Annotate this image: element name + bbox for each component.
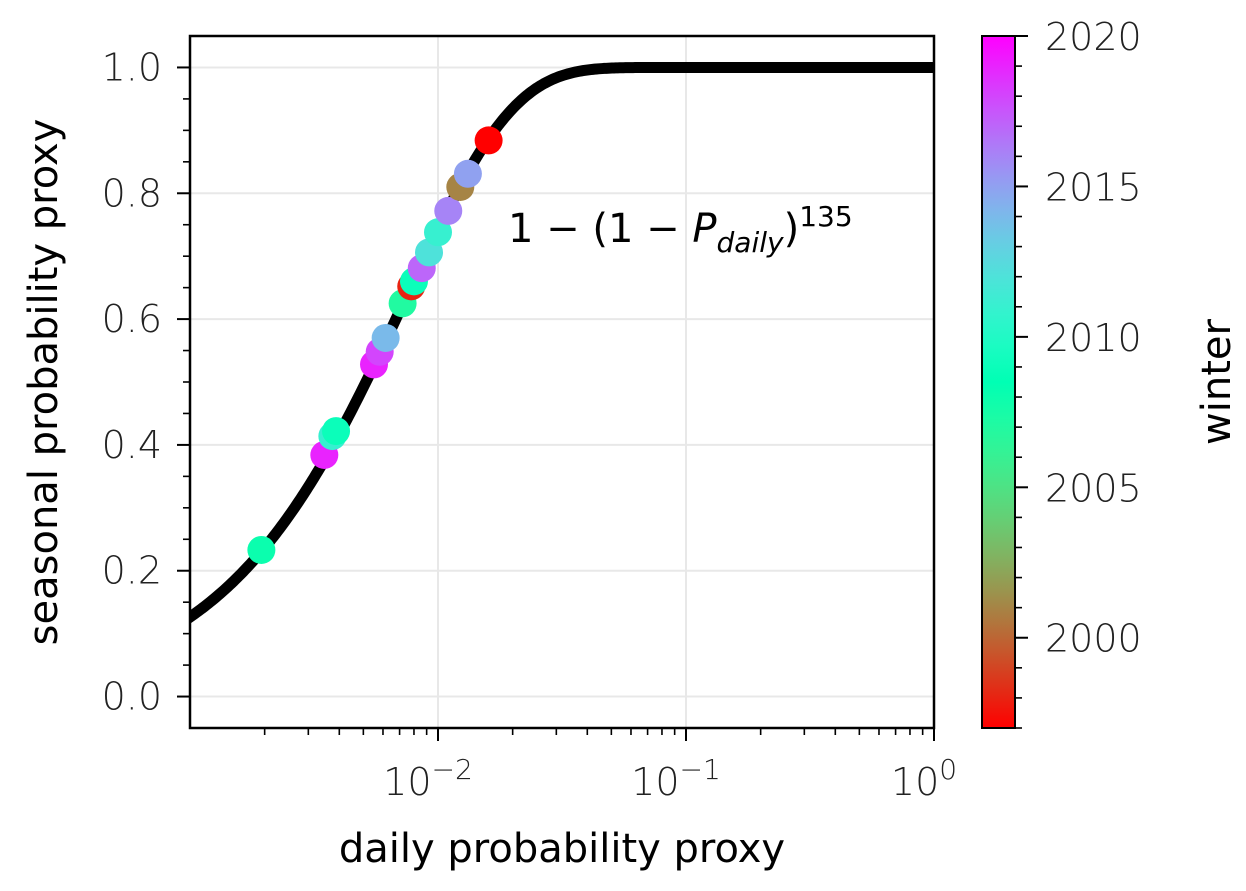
data-point-13 bbox=[434, 196, 463, 225]
y-axis-label: seasonal probability proxy bbox=[21, 119, 67, 646]
data-point-16 bbox=[474, 126, 503, 155]
colorbar: 2000 2005 2010 2015 2020 winter bbox=[981, 15, 1240, 729]
colorbar-tick-label-2: 2010 bbox=[1045, 316, 1142, 360]
data-point-0 bbox=[247, 535, 276, 564]
data-point-15 bbox=[453, 159, 482, 188]
y-tick-label-2: 0.4 bbox=[102, 423, 162, 467]
y-tick-label-0: 0.0 bbox=[102, 675, 162, 719]
points-layer bbox=[247, 126, 503, 564]
colorbar-tick-label-0: 2000 bbox=[1045, 617, 1142, 661]
plot-frame bbox=[188, 34, 936, 730]
curve-layer bbox=[190, 61, 934, 624]
y-tick-label-1: 0.2 bbox=[102, 549, 162, 593]
x-axis-label: daily probability proxy bbox=[339, 826, 785, 872]
data-point-6 bbox=[371, 323, 400, 352]
y-tick-label-4: 0.8 bbox=[102, 171, 162, 215]
y-tick-label-3: 0.6 bbox=[102, 297, 162, 341]
colorbar-tick-label-3: 2015 bbox=[1045, 165, 1142, 209]
curve-formula-annotation: 1 − (1 − Pdaily)135 bbox=[508, 200, 853, 259]
colorbar-gradient bbox=[981, 35, 1016, 729]
grid bbox=[190, 36, 935, 728]
x-tick-label-2: 100 bbox=[891, 753, 957, 804]
colorbar-label: winter bbox=[1194, 318, 1240, 444]
colorbar-tick-label-4: 2020 bbox=[1045, 15, 1142, 59]
data-point-12 bbox=[424, 218, 452, 247]
x-axis: 10−2 10−1 100 bbox=[263, 728, 957, 804]
probability-curve bbox=[190, 61, 934, 624]
y-tick-label-5: 1.0 bbox=[102, 45, 162, 89]
x-tick-label-1: 10−1 bbox=[631, 753, 721, 804]
x-tick-label-0: 10−2 bbox=[383, 753, 473, 804]
y-axis: 0.0 0.2 0.4 0.6 0.8 1.0 bbox=[102, 45, 190, 719]
colorbar-tick-label-1: 2005 bbox=[1045, 466, 1142, 510]
colorbar-ticks: 2000 2005 2010 2015 2020 bbox=[1015, 15, 1142, 729]
data-point-3 bbox=[322, 417, 351, 446]
